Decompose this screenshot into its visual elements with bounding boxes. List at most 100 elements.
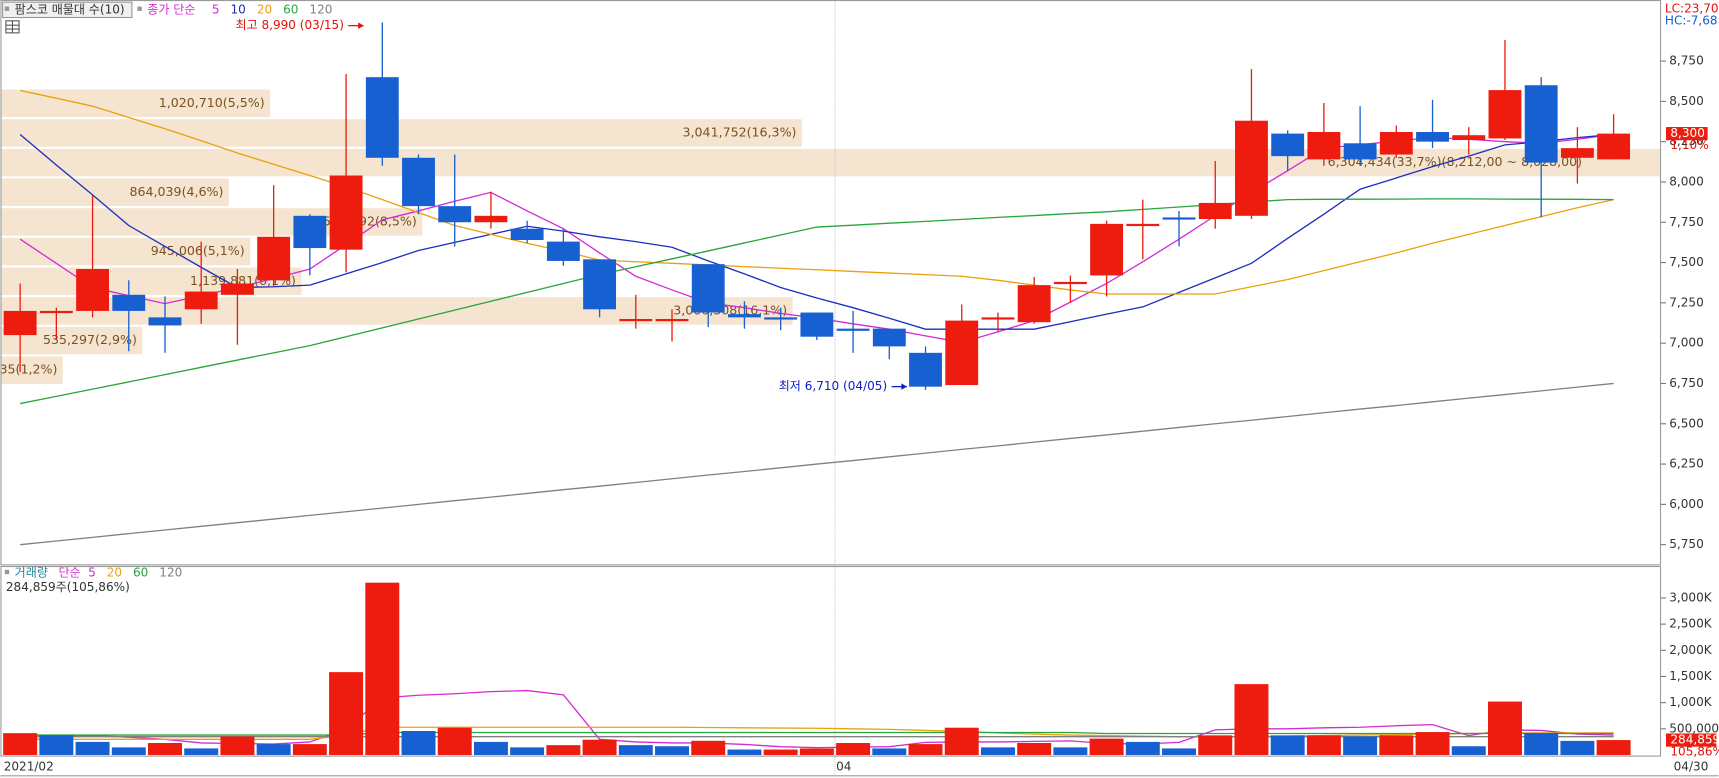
candle-body: [655, 318, 689, 322]
candle-body: [438, 206, 472, 223]
legend-entry: 5: [88, 566, 96, 580]
volume-profile-label: 945,006(5,1%): [151, 243, 245, 258]
candle-body: [909, 352, 942, 387]
y-tick-label: 7,500: [1669, 255, 1704, 269]
volume-bar: [582, 739, 617, 755]
volume-bar: [1198, 735, 1233, 755]
candle-body: [1343, 143, 1377, 160]
volume-profile-label: 233,035(1,2%): [0, 362, 57, 377]
candle-body: [474, 215, 508, 223]
candle-body: [1597, 133, 1631, 160]
candle-body: [1379, 131, 1413, 155]
volume-bar: [618, 745, 653, 755]
candle-body: [112, 294, 146, 311]
ma-line: [20, 89, 1614, 295]
volume-bar: [1017, 743, 1052, 755]
candle-body: [691, 264, 725, 313]
candle-body: [365, 77, 399, 158]
x-tick-label: 04: [836, 760, 851, 774]
y-tick-label: 8,000: [1669, 174, 1704, 188]
candle-body: [1560, 148, 1594, 158]
candle-body: [1053, 281, 1087, 285]
volume-profile-label: 864,039(4,6%): [129, 184, 223, 199]
indicator-title: 팜스코 매물대 수(10): [15, 2, 125, 16]
candle-body: [1524, 85, 1558, 163]
volume-bar: [1125, 741, 1160, 755]
volume-profile-label: 6,304,434(33,7%)(8,212,00 ~ 8,028,00): [1328, 154, 1582, 169]
y-tick-label: 6,750: [1669, 376, 1704, 390]
candle-body: [329, 175, 363, 250]
annotation-arrowhead: [358, 22, 364, 29]
candle-body: [1452, 135, 1486, 141]
candle-body: [1198, 202, 1232, 220]
candle-body: [148, 317, 182, 326]
annotation: 최고 8,990 (03/15): [236, 18, 344, 32]
legend-entry: 60: [133, 566, 148, 580]
volume-bar: [39, 735, 74, 755]
legend-bullet: [137, 6, 142, 11]
price-panel-border: [0, 0, 1662, 566]
volume-bar: [799, 748, 834, 755]
candle-body: [510, 228, 544, 240]
y-tick-label: 1,000K: [1669, 695, 1712, 709]
volume-bar: [1053, 747, 1088, 755]
volume-bar: [763, 749, 798, 755]
candle-body: [402, 157, 435, 207]
candle-body: [1162, 217, 1196, 220]
last-volume-tag: [1665, 733, 1717, 747]
volume-bar: [1379, 735, 1414, 755]
candle-body: [872, 328, 906, 347]
volume-bar: [184, 748, 219, 755]
y-tick-label: 2,000K: [1669, 643, 1712, 657]
candle-body: [39, 310, 73, 314]
y-tick-label: 6,000: [1669, 497, 1704, 511]
candle-body: [293, 215, 327, 249]
volume-bar: [1306, 735, 1341, 755]
volume-bar: [292, 744, 327, 755]
volume-bar: [75, 741, 110, 755]
lc-label: LC:23,70: [1665, 1, 1719, 15]
volume-bar: [655, 746, 689, 755]
y-tick-label: 6,250: [1669, 457, 1704, 471]
last-volume-label: 284,859: [1670, 733, 1719, 747]
y-tick-label: 500,000: [1669, 721, 1719, 735]
candle-body: [76, 269, 110, 311]
candle-body: [257, 236, 291, 281]
volume-bar: [329, 672, 364, 755]
legend-entry: 20: [257, 2, 272, 16]
volume-bar: [836, 743, 871, 755]
volume-bar: [727, 749, 762, 755]
candle-body: [836, 328, 870, 331]
volume-bar: [148, 743, 182, 755]
last-price-label: 8,300: [1670, 126, 1705, 140]
volume-profile-bar: [1, 119, 802, 147]
volume-bar: [365, 582, 400, 755]
volume-bar: [111, 747, 146, 755]
candle-body: [1017, 285, 1051, 323]
candle-body: [1488, 90, 1522, 139]
volume-bar: [510, 747, 545, 755]
volume-profile-bar: [1, 89, 271, 118]
legend-entry: 10: [231, 2, 246, 16]
y-tick-label: 1,500K: [1669, 669, 1712, 683]
y-tick-label: 2,500K: [1669, 617, 1712, 631]
volume-bar: [944, 727, 979, 755]
x-tick-label: 04/30: [1674, 760, 1709, 774]
legend-entry: 120: [159, 566, 182, 580]
volume-title: 거래량: [15, 566, 48, 580]
marks-layer: 최고 8,990 (03/15) 최저 6,710 (04/05): [3, 18, 1631, 755]
volume-bar: [1234, 684, 1269, 755]
volume-ma-label: 단순: [58, 566, 80, 580]
legend-entry: 5: [212, 2, 220, 16]
volume-bar: [872, 748, 907, 755]
volume-bar: [1270, 735, 1305, 755]
candle-body: [764, 317, 798, 320]
volume-last-label: 284,859주(105,86%): [6, 580, 130, 594]
volume-profile-bar: [1, 178, 229, 207]
last-change-label: 1,10%: [1670, 138, 1708, 152]
y-tick-label: 8,750: [1669, 54, 1704, 68]
x-tick-label: 2021/02: [4, 760, 54, 774]
candle-body: [619, 318, 653, 322]
